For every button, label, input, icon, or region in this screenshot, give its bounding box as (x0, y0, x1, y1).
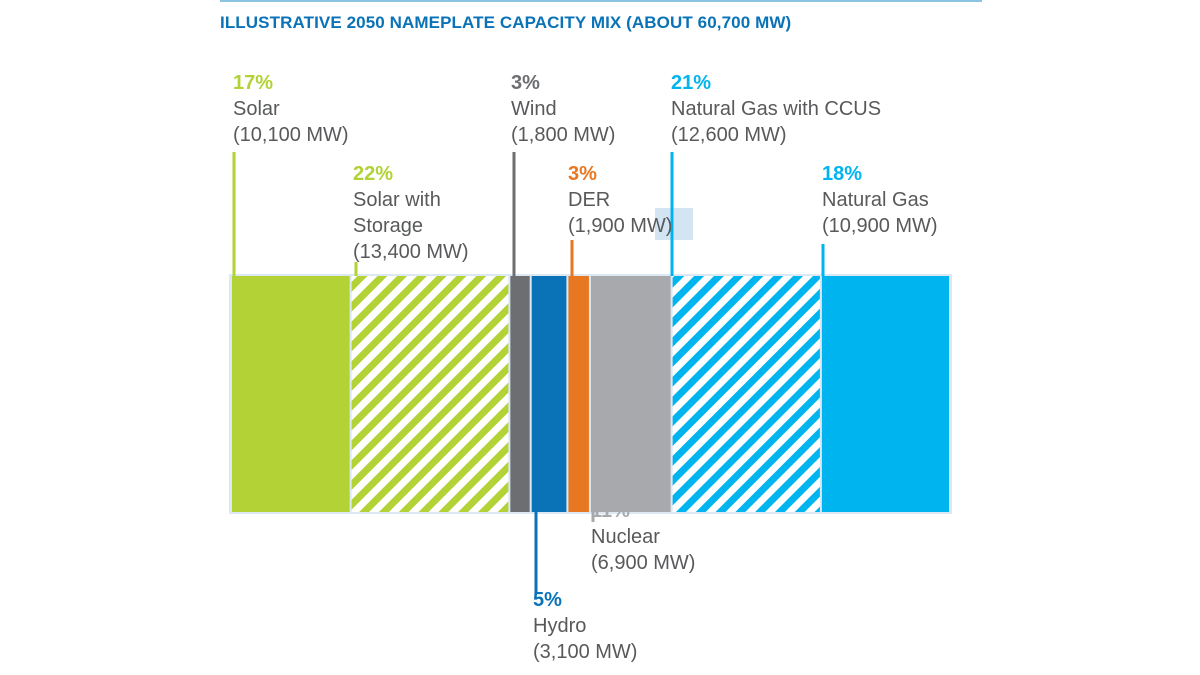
percent-label: 11% (591, 500, 630, 522)
text-label: Solar with (353, 189, 441, 211)
label-nuclear: 11% Nuclear (6,900 MW) (591, 498, 695, 576)
text-label: Hydro (533, 615, 587, 637)
percent-label: 3% (568, 163, 597, 185)
text-label: Nuclear (591, 526, 660, 548)
label-wind: 3% Wind (1,800 MW) (511, 70, 615, 148)
text-label: (10,900 MW) (822, 215, 938, 237)
text-label: (1,800 MW) (511, 124, 616, 146)
top-rule (220, 0, 982, 2)
percent-label: 21% (671, 72, 712, 94)
percent-label: 18% (822, 163, 863, 185)
text-label: Storage (353, 215, 424, 237)
label-natural-gas-with-ccus: 21% Natural Gas with CCUS (12,600 MW) (671, 70, 881, 148)
bar-segment-wind (510, 276, 530, 512)
label-solar: 17% Solar (10,100 MW) (233, 70, 349, 148)
text-label: Natural Gas with CCUS (671, 98, 882, 120)
bar-segment-hydro (531, 276, 567, 512)
label-hydro: 5% Hydro (3,100 MW) (533, 587, 637, 665)
text-label: (13,400 MW) (353, 241, 469, 263)
percent-label: 17% (233, 72, 274, 94)
label-natural-gas: 18% Natural Gas (10,900 MW) (822, 161, 938, 239)
bar-segment-solar (232, 276, 350, 512)
chart-title: ILLUSTRATIVE 2050 NAMEPLATE CAPACITY MIX… (220, 13, 792, 32)
label-solar-with-storage: 22% Solar with Storage (13,400 MW) (353, 161, 469, 265)
selection-highlight (655, 208, 693, 240)
percent-label: 22% (353, 163, 394, 185)
text-label: Natural Gas (822, 189, 929, 211)
bar-segment-natural-gas-with-ccus (672, 276, 820, 512)
text-label: Wind (511, 98, 557, 120)
bar-segment-nuclear (590, 276, 671, 512)
text-label: (3,100 MW) (533, 641, 638, 663)
bar-segment-der (568, 276, 589, 512)
label-der: 3% DER (1,900 MW) (568, 161, 672, 239)
bar-segment-natural-gas (821, 276, 949, 512)
text-label: (1,900 MW) (568, 215, 673, 237)
text-label: DER (568, 189, 611, 211)
text-label: Solar (233, 98, 280, 120)
text-label: (10,100 MW) (233, 124, 349, 146)
text-label: (6,900 MW) (591, 552, 696, 574)
percent-label: 5% (533, 589, 562, 611)
bar-segment-solar-with-storage (351, 276, 509, 512)
text-label: (12,600 MW) (671, 124, 787, 146)
percent-label: 3% (511, 72, 540, 94)
